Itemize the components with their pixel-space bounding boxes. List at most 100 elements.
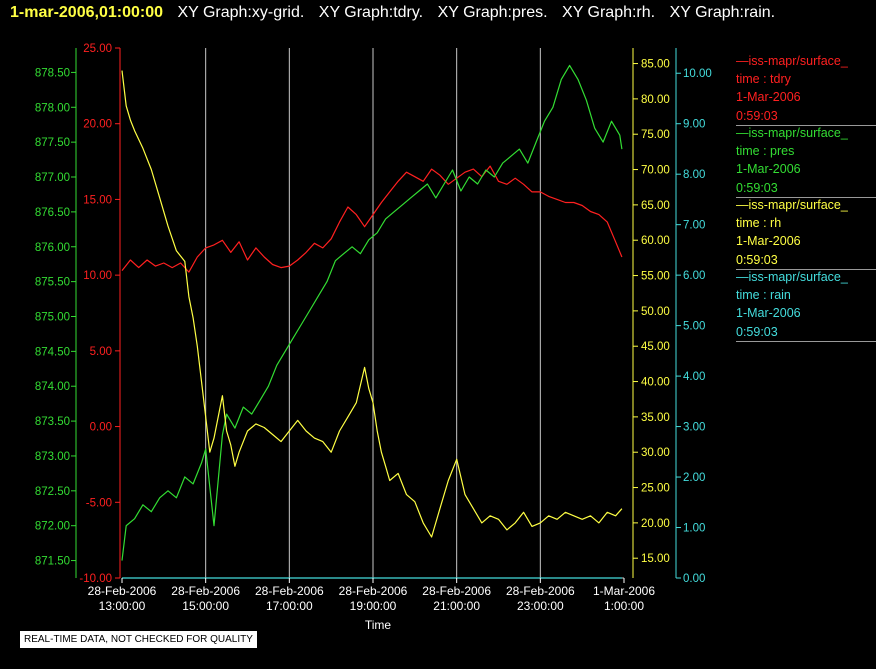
x-tick-time: 1:00:00 (604, 599, 644, 613)
tdry-tick-label: 25.00 (83, 43, 112, 55)
rh-tick-label: 25.00 (641, 483, 670, 495)
legend-time: 0:59:03 (736, 251, 876, 270)
tdry-tick-label: 15.00 (83, 194, 112, 206)
rain-tick-label: 3.00 (683, 422, 705, 434)
legend-name: —iss-mapr/surface_ (736, 198, 848, 212)
rain-tick-label: 6.00 (683, 270, 705, 282)
pres-tick-label: 874.00 (35, 381, 70, 393)
legend-name: —iss-mapr/surface_ (736, 54, 848, 68)
rh-tick-label: 15.00 (641, 553, 670, 565)
graph-title-pres: XY Graph:pres. (437, 4, 548, 21)
x-axis-label: Time (365, 618, 392, 632)
rh-tick-label: 80.00 (641, 94, 670, 106)
pres-tick-label: 877.00 (35, 172, 70, 184)
legend-item-tdry: —iss-mapr/surface_ time : tdry 1-Mar-200… (736, 52, 876, 126)
x-tick-label: 28-Feb-2006 19:00:00 (339, 584, 408, 613)
graph-title-xy-grid: XY Graph:xy-grid. (177, 4, 305, 21)
x-tick-date: 28-Feb-2006 (171, 584, 240, 598)
rain-tick-label: 9.00 (683, 119, 705, 131)
legend-var: time : rain (736, 288, 791, 302)
tdry-tick-label: 20.00 (83, 119, 112, 131)
legend-time: 0:59:03 (736, 179, 876, 198)
legend-var: time : pres (736, 144, 795, 158)
tdry-tick-label: -10.00 (79, 573, 112, 585)
rain-tick-label: 1.00 (683, 523, 705, 535)
pres-series-line (121, 64, 623, 561)
pres-tick-label: 878.50 (35, 67, 70, 79)
pres-tick-label: 876.50 (35, 207, 70, 219)
x-tick-label: 28-Feb-2006 23:00:00 (506, 584, 575, 613)
pres-tick-label: 875.00 (35, 311, 70, 323)
rain-tick-label: 5.00 (683, 321, 705, 333)
rh-tick-label: 75.00 (641, 129, 670, 141)
x-tick-label: 28-Feb-2006 15:00:00 (171, 584, 240, 613)
x-tick-time: 17:00:00 (266, 599, 313, 613)
rh-tick-label: 30.00 (641, 447, 670, 459)
x-tick-label: 28-Feb-2006 13:00:00 (88, 584, 157, 613)
pres-tick-label: 875.50 (35, 277, 70, 289)
legend-var: time : rh (736, 216, 782, 230)
rh-tick-label: 65.00 (641, 200, 670, 212)
tdry-tick-label: 5.00 (90, 346, 112, 358)
rh-tick-label: 60.00 (641, 235, 670, 247)
rain-tick-label: 10.00 (683, 68, 712, 80)
quality-disclaimer: REAL-TIME DATA, NOT CHECKED FOR QUALITY (20, 631, 257, 648)
pres-tick-label: 876.00 (35, 242, 70, 254)
legend-name: —iss-mapr/surface_ (736, 270, 848, 284)
legend-item-rh: —iss-mapr/surface_ time : rh 1-Mar-2006 … (736, 196, 876, 270)
graph-title-tdry: XY Graph:tdry. (318, 4, 424, 21)
rh-tick-label: 20.00 (641, 518, 670, 530)
pres-tick-label: 873.00 (35, 451, 70, 463)
legend-date: 1-Mar-2006 (736, 306, 801, 320)
rain-tick-label: 7.00 (683, 220, 705, 232)
legend-date: 1-Mar-2006 (736, 162, 801, 176)
x-tick-date: 28-Feb-2006 (506, 584, 575, 598)
rain-tick-label: 0.00 (683, 573, 705, 585)
tdry-series-line (121, 165, 623, 273)
graph-title-rh: XY Graph:rh. (562, 4, 656, 21)
pres-tick-label: 878.00 (35, 102, 70, 114)
rh-tick-label: 55.00 (641, 271, 670, 283)
legend-item-pres: —iss-mapr/surface_ time : pres 1-Mar-200… (736, 124, 876, 198)
pres-tick-label: 871.50 (35, 556, 70, 568)
pres-tick-label: 874.50 (35, 346, 70, 358)
legend-item-rain: —iss-mapr/surface_ time : rain 1-Mar-200… (736, 268, 876, 342)
rain-tick-label: 8.00 (683, 169, 705, 181)
x-tick-time: 21:00:00 (433, 599, 480, 613)
rh-tick-label: 50.00 (641, 306, 670, 318)
rh-tick-label: 40.00 (641, 377, 670, 389)
rh-tick-label: 35.00 (641, 412, 670, 424)
pres-tick-label: 873.50 (35, 416, 70, 428)
x-tick-time: 15:00:00 (182, 599, 229, 613)
tdry-tick-label: -5.00 (86, 497, 112, 509)
rh-tick-label: 70.00 (641, 165, 670, 177)
x-tick-time: 13:00:00 (99, 599, 146, 613)
rain-tick-label: 2.00 (683, 472, 705, 484)
x-tick-time: 23:00:00 (517, 599, 564, 613)
legend-date: 1-Mar-2006 (736, 234, 801, 248)
x-tick-label: 1-Mar-2006 1:00:00 (593, 584, 655, 613)
rh-tick-label: 45.00 (641, 341, 670, 353)
graph-title-rain: XY Graph:rain. (669, 4, 776, 21)
x-tick-date: 28-Feb-2006 (339, 584, 408, 598)
x-tick-date: 28-Feb-2006 (422, 584, 491, 598)
legend-date: 1-Mar-2006 (736, 90, 801, 104)
legend-name: —iss-mapr/surface_ (736, 126, 848, 140)
rh-series-line (121, 70, 623, 538)
timestamp: 1-mar-2006,01:00:00 (10, 4, 163, 21)
x-tick-date: 28-Feb-2006 (88, 584, 157, 598)
pres-tick-label: 872.50 (35, 486, 70, 498)
tdry-tick-label: 0.00 (90, 422, 112, 434)
legend-time: 0:59:03 (736, 323, 876, 342)
x-tick-label: 28-Feb-2006 21:00:00 (422, 584, 491, 613)
rh-tick-label: 85.00 (641, 59, 670, 71)
x-tick-label: 28-Feb-2006 17:00:00 (255, 584, 324, 613)
legend-time: 0:59:03 (736, 107, 876, 126)
rain-tick-label: 4.00 (683, 371, 705, 383)
x-tick-date: 1-Mar-2006 (593, 584, 655, 598)
tdry-tick-label: 10.00 (83, 270, 112, 282)
pres-tick-label: 872.00 (35, 521, 70, 533)
x-tick-time: 19:00:00 (350, 599, 397, 613)
header-bar: 1-mar-2006,01:00:00 XY Graph:xy-grid. XY… (10, 4, 775, 22)
